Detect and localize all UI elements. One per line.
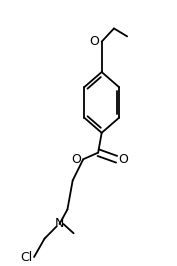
Text: N: N	[55, 218, 64, 231]
Text: O: O	[71, 153, 81, 166]
Text: O: O	[119, 153, 129, 166]
Text: O: O	[90, 35, 100, 48]
Text: Cl: Cl	[20, 251, 32, 264]
